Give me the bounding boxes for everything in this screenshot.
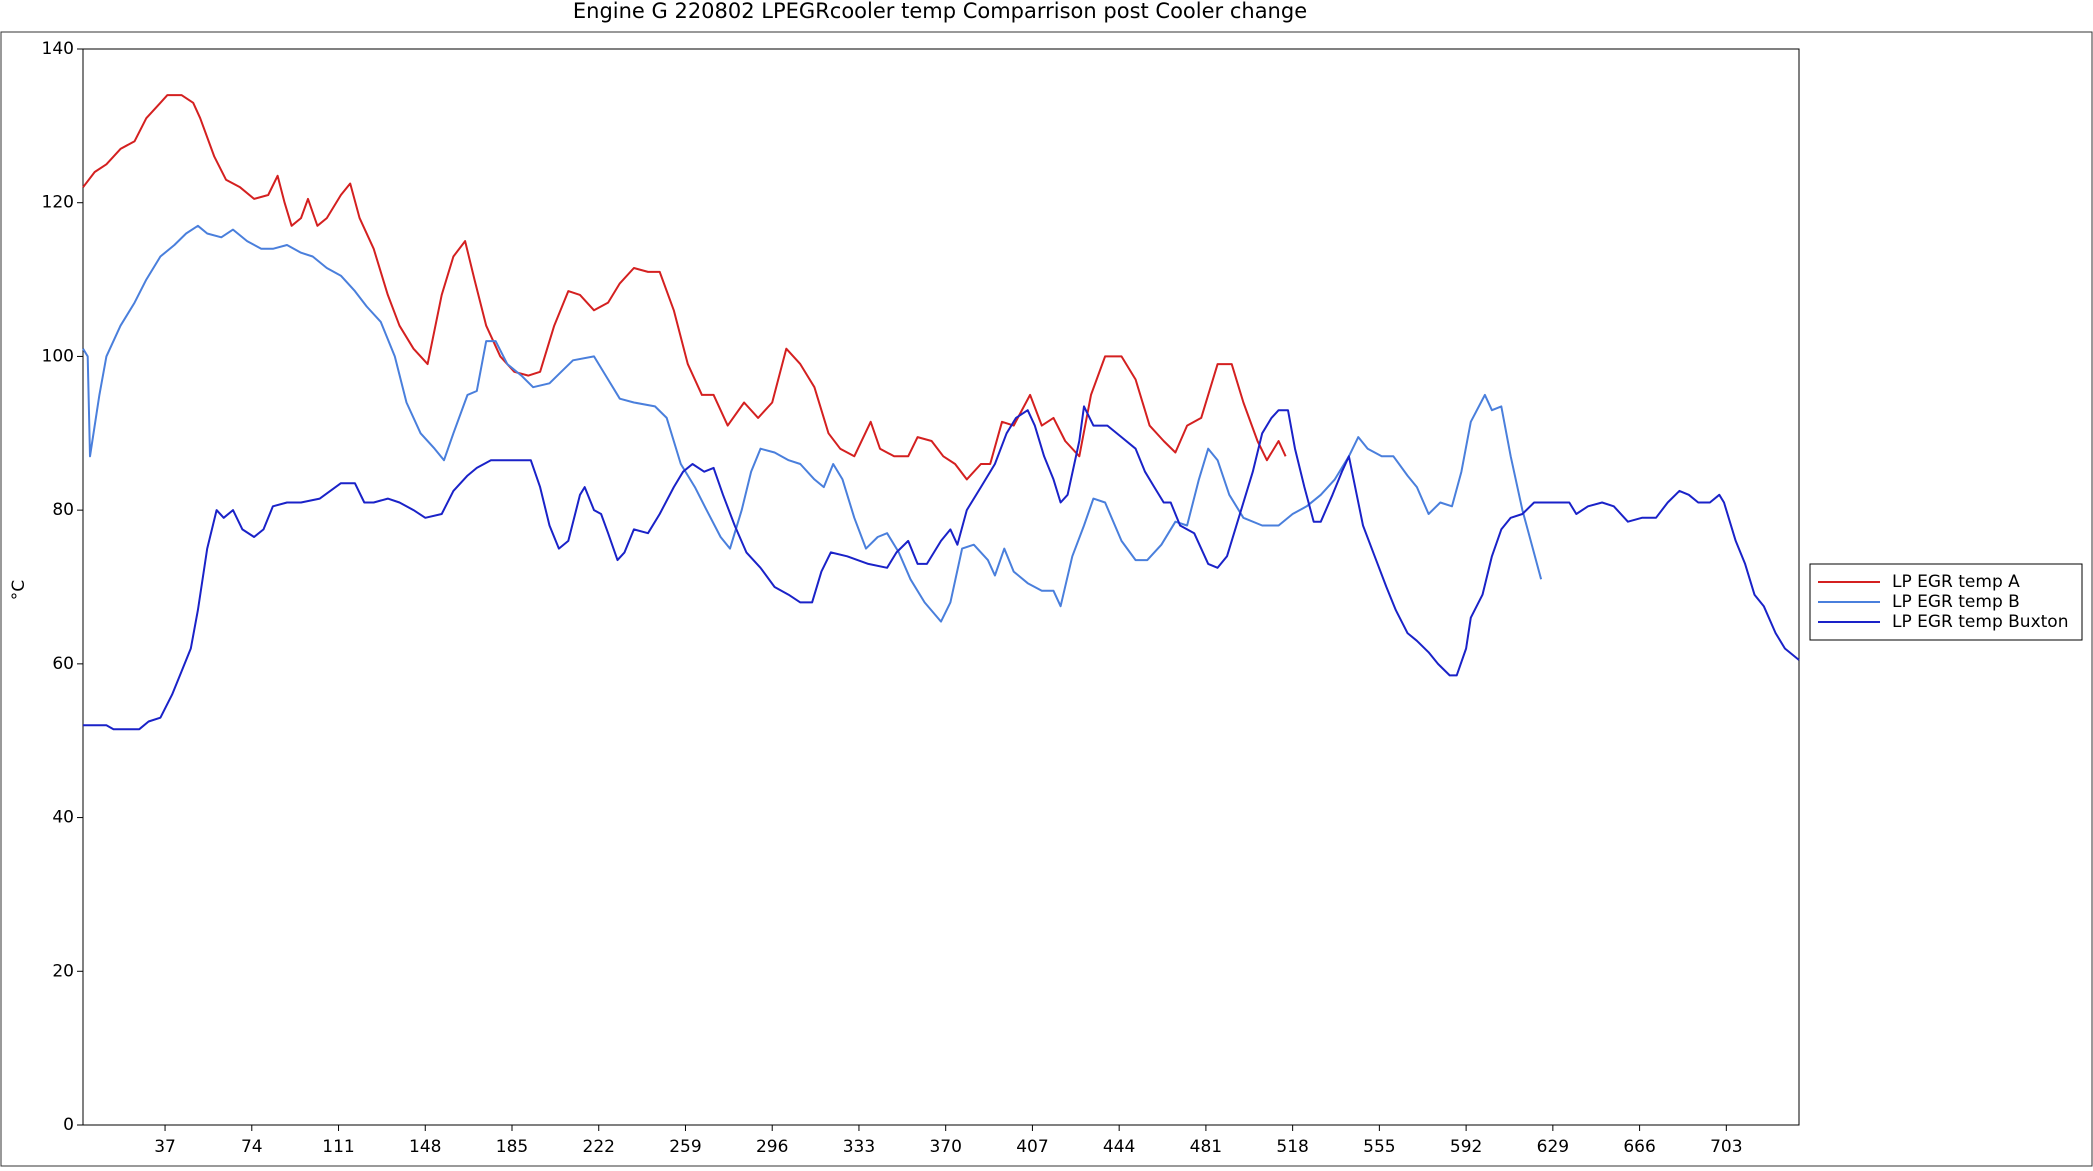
x-tick-label: 333 — [843, 1137, 875, 1157]
y-tick-label: 20 — [52, 961, 74, 981]
x-tick-label: 629 — [1537, 1137, 1569, 1157]
series-line — [82, 224, 1543, 623]
legend: LP EGR temp ALP EGR temp BLP EGR temp Bu… — [1809, 563, 2083, 641]
y-tick-label: 100 — [42, 346, 74, 366]
y-axis-label: °C — [9, 580, 29, 600]
series-line — [82, 94, 1287, 481]
y-tick-label: 140 — [42, 39, 74, 59]
y-tick-label: 0 — [63, 1115, 74, 1135]
x-tick-label: 74 — [241, 1137, 263, 1157]
y-tick-label: 60 — [52, 654, 74, 674]
series-line — [83, 405, 1800, 731]
y-tick-label: 40 — [52, 808, 74, 828]
x-tick-label: 148 — [409, 1137, 441, 1157]
x-tick-label: 37 — [154, 1137, 176, 1157]
chart-title: Engine G 220802 LPEGRcooler temp Comparr… — [573, 0, 1307, 23]
legend-label: LP EGR temp B — [1892, 592, 2020, 612]
x-tick-label: 222 — [583, 1137, 615, 1157]
x-tick-label: 407 — [1016, 1137, 1048, 1157]
y-tick-label: 120 — [42, 193, 74, 213]
x-tick-label: 296 — [756, 1137, 788, 1157]
x-tick-label: 481 — [1190, 1137, 1222, 1157]
legend-label: LP EGR temp A — [1892, 572, 2020, 592]
y-tick-label: 80 — [52, 500, 74, 520]
x-tick-label: 185 — [496, 1137, 528, 1157]
x-tick-label: 259 — [669, 1137, 701, 1157]
x-tick-label: 370 — [929, 1137, 961, 1157]
x-tick-label: 518 — [1276, 1137, 1308, 1157]
x-tick-label: 666 — [1623, 1137, 1655, 1157]
x-tick-label: 111 — [322, 1137, 354, 1157]
plot-area — [82, 48, 1800, 1126]
x-tick-label: 703 — [1710, 1137, 1742, 1157]
x-tick-label: 592 — [1450, 1137, 1482, 1157]
chart-frame — [0, 31, 2093, 1167]
x-tick-label: 444 — [1103, 1137, 1135, 1157]
x-tick-label: 555 — [1363, 1137, 1395, 1157]
legend-label: LP EGR temp Buxton — [1892, 612, 2068, 632]
